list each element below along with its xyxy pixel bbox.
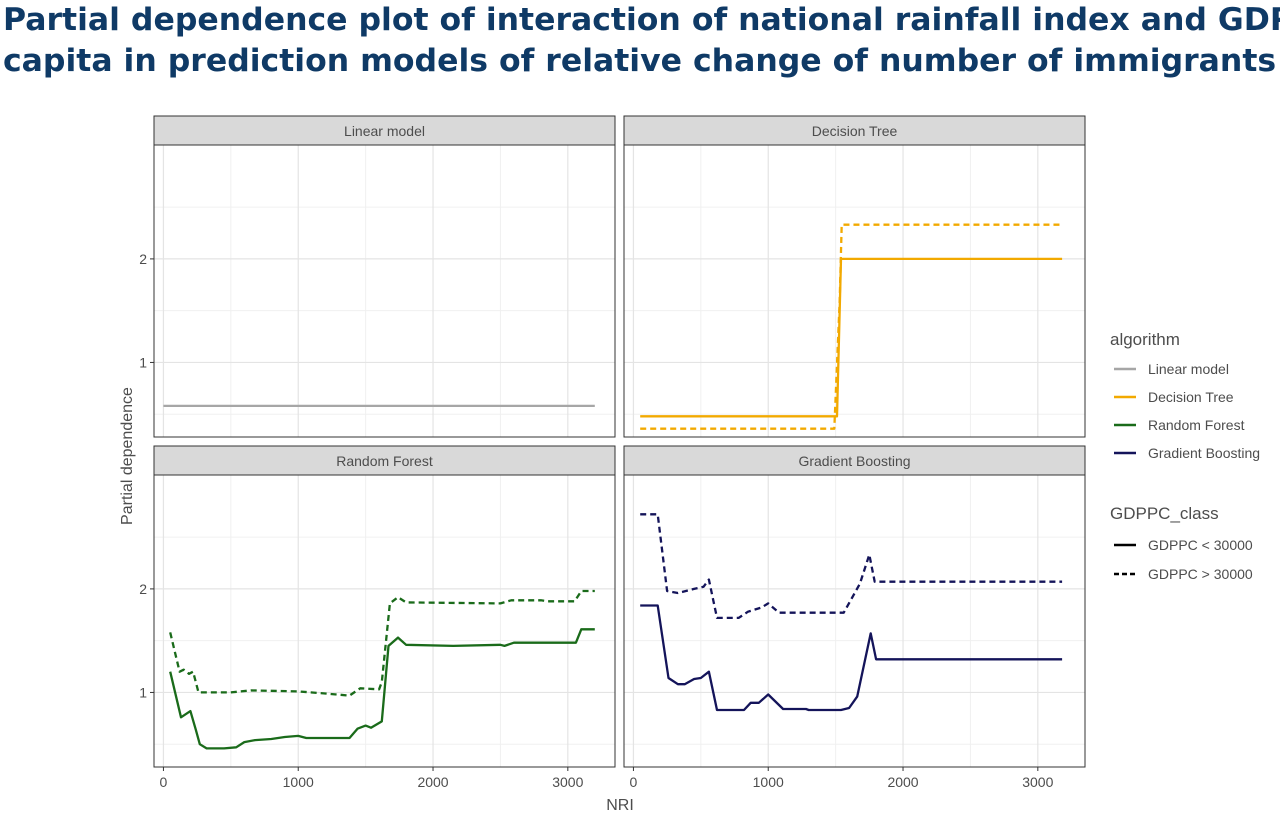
legend-class-title: GDPPC_class (1110, 504, 1219, 523)
chart-title-line-2: capita in prediction models of relative … (3, 43, 1277, 79)
x-tick-label: 3000 (552, 774, 583, 790)
legend-label: Decision Tree (1148, 389, 1234, 405)
strip-label-random-forest: Random Forest (336, 453, 433, 469)
strip-label-decision-tree: Decision Tree (812, 123, 898, 139)
strip-label-linear-model: Linear model (344, 123, 425, 139)
legend-label: Linear model (1148, 361, 1229, 377)
y-tick-label: 2 (139, 581, 147, 597)
panel-border-decision-tree (623, 144, 1086, 438)
x-tick-label: 1000 (283, 774, 314, 790)
panel-random-forest (154, 475, 615, 767)
panel-decision-tree (624, 145, 1085, 437)
series-gradient-boosting-gdppc-high (640, 513, 1063, 620)
strip-label-gradient-boosting: Gradient Boosting (798, 453, 910, 469)
x-axis-label: NRI (606, 797, 634, 814)
panel-border-linear-model (153, 144, 616, 438)
x-tick-label: 2000 (887, 774, 918, 790)
x-tick-label: 0 (630, 774, 638, 790)
legend-label: GDPPC > 30000 (1148, 566, 1253, 582)
legend-algorithm-title: algorithm (1110, 330, 1180, 349)
panel-linear-model (154, 145, 615, 437)
panel-border-gradient-boosting (623, 474, 1086, 768)
strip-decision-tree (623, 115, 1086, 146)
y-tick-label: 1 (139, 684, 147, 700)
y-axis-label: Partial dependence (119, 387, 136, 525)
panel-border-random-forest (153, 474, 616, 768)
y-tick-label: 2 (139, 251, 147, 267)
series-random-forest-gdppc-high (169, 589, 595, 697)
chart-title-line-1: Partial dependence plot of interaction o… (3, 2, 1280, 38)
series-gradient-boosting-gdppc-low (640, 604, 1063, 712)
panel-gradient-boosting (624, 475, 1085, 767)
x-tick-label: 0 (160, 774, 168, 790)
y-tick-label: 1 (139, 354, 147, 370)
legend-label: Random Forest (1148, 417, 1245, 433)
chart-title: Partial dependence plot of interaction o… (3, 0, 1280, 84)
x-tick-label: 1000 (753, 774, 784, 790)
strip-gradient-boosting (623, 445, 1086, 476)
strip-random-forest (153, 445, 616, 476)
x-tick-label: 2000 (417, 774, 448, 790)
series-decision-tree-gdppc-high (640, 223, 1063, 430)
series-random-forest-gdppc-low (169, 628, 595, 750)
x-tick-label: 3000 (1022, 774, 1053, 790)
legend-label: Gradient Boosting (1148, 445, 1260, 461)
legend-label: GDPPC < 30000 (1148, 537, 1253, 553)
